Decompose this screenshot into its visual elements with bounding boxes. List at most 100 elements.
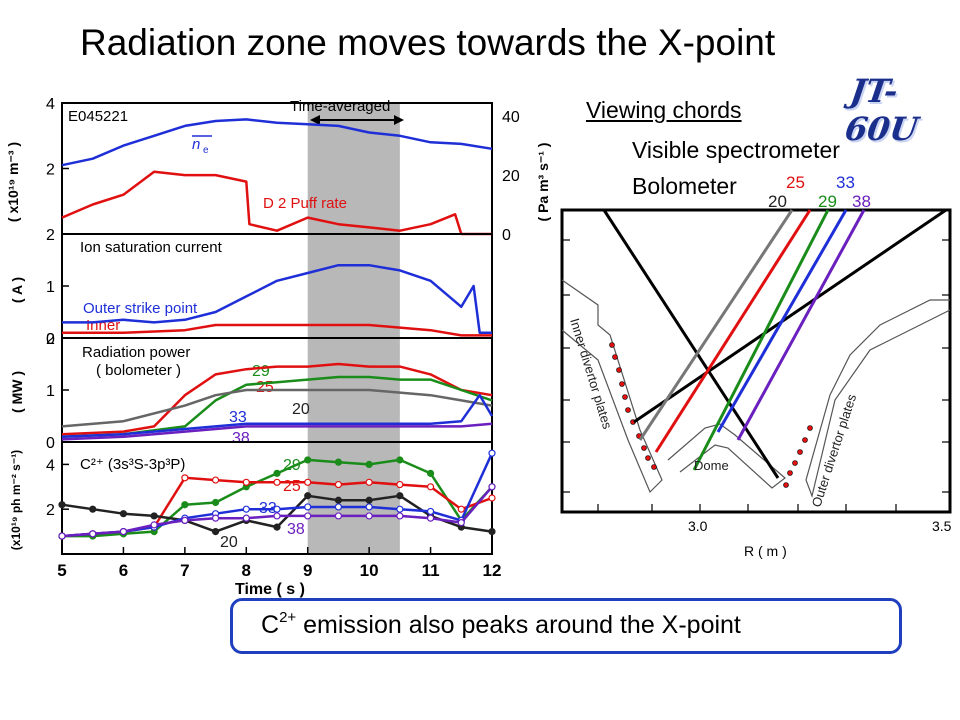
marker-c2_emission-0-5 (211, 498, 220, 507)
chord-38 (736, 209, 866, 441)
ion-sat-ylabel: ( A ) (9, 277, 25, 303)
marker-c2_emission-4-6 (242, 514, 250, 522)
chord-29 (692, 209, 830, 471)
inner-divertor-plates (561, 279, 663, 494)
marker-c2_emission-3-11 (396, 505, 404, 513)
ytick-label-ion_saturation-2: 2 (46, 227, 55, 244)
viewing-chords-title: Viewing chords (586, 97, 742, 123)
series-radiation_power-3 (61, 393, 494, 439)
marker-c2_emission-4-8 (304, 512, 312, 520)
marker-c2_emission-4-10 (365, 512, 373, 520)
series-ion_saturation-1 (62, 323, 492, 337)
marker-c2_emission-0-12 (426, 469, 435, 477)
marker-c2_emission-3-6 (242, 505, 250, 513)
chord-label-33: 33 (836, 173, 855, 192)
series-radiation_power-2 (61, 388, 493, 428)
marker-c2_emission-4-2 (119, 527, 128, 536)
ytick-right-label-density-1: 20 (502, 168, 520, 185)
c2-label-38: 38 (287, 521, 305, 538)
r-tick-3-5: 3.5 (932, 518, 952, 534)
time-averaged-band (307, 103, 400, 554)
marker-c2_emission-4-9 (334, 512, 343, 520)
marker-c2_emission-2-2 (119, 510, 128, 518)
marker-c2_emission-1-8 (304, 478, 312, 486)
series-radiation_power-4 (61, 422, 493, 441)
marker-c2_emission-4-4 (181, 516, 189, 525)
xtick-label-4: 9 (303, 561, 312, 580)
ytick-label-c2_emission-0: 2 (46, 502, 55, 519)
ne-subscript: e (203, 145, 209, 156)
diagram-ticks (562, 239, 950, 512)
puff-rate-label: D 2 Puff rate (263, 195, 347, 212)
c2-ylabel: (x10¹⁹ ph m⁻² s⁻¹) (9, 450, 23, 550)
marker-c2_emission-3-12 (426, 507, 435, 516)
shot-number: E045221 (68, 108, 128, 125)
marker-c2_emission-2-7 (273, 523, 281, 531)
marker-c2_emission-3-10 (365, 503, 373, 511)
ne-label: n (192, 136, 200, 153)
dome-label: Dome (694, 458, 729, 473)
marker-c2_emission-0-8 (304, 456, 312, 464)
time-axis-label: Time ( s ) (235, 581, 305, 598)
c2-title: C²⁺ (3s³S-3p³P) (80, 456, 185, 473)
xtick-label-2: 7 (180, 561, 189, 580)
series-ion_saturation-0 (62, 263, 492, 335)
chord-label-38: 38 (852, 192, 871, 211)
marker-c2_emission-3-9 (334, 503, 343, 511)
c2-emission-callout: C2+ emission also peaks around the X-poi… (230, 598, 902, 654)
marker-c2_emission-2-11 (396, 492, 404, 500)
marker-c2_emission-2-0 (58, 501, 66, 509)
marker-c2_emission-4-1 (89, 530, 97, 538)
marker-c2_emission-0-10 (365, 460, 373, 468)
marker-c2_emission-1-11 (396, 480, 404, 489)
chord-33 (716, 209, 848, 433)
marker-c2_emission-1-4 (181, 474, 189, 482)
rad-label-33: 33 (229, 409, 247, 426)
marker-c2_emission-2-14 (488, 527, 496, 536)
marker-c2_emission-4-14 (488, 483, 496, 491)
callout-superscript: 2+ (279, 609, 297, 626)
marker-c2_emission-0-9 (334, 458, 343, 466)
marker-c2_emission-1-5 (211, 476, 220, 484)
marker-c2_emission-0-7 (273, 469, 281, 477)
outer-strike-label: Outer strike point (83, 300, 198, 317)
marker-c2_emission-4-3 (150, 521, 158, 529)
marker-c2_emission-2-3 (150, 512, 158, 520)
marker-c2_emission-1-6 (242, 478, 250, 486)
outer-divertor-plates (805, 299, 951, 499)
visible-spectrometer-label: Visible spectrometer (632, 137, 840, 163)
outer-probe-dots (783, 425, 813, 488)
bolometer-chord-shallow (633, 208, 947, 424)
ytick-right-label-density-0: 0 (502, 227, 511, 244)
chord-label-20: 20 (768, 192, 787, 211)
marker-c2_emission-2-9 (334, 496, 343, 504)
radiation-title: Radiation power (82, 344, 190, 361)
callout-prefix: C (261, 611, 280, 639)
ytick-label-ion_saturation-0: 0 (46, 331, 55, 348)
xtick-label-5: 10 (360, 561, 379, 580)
series-radiation_power-1 (61, 375, 493, 439)
ytick-label-density-0: 2 (46, 162, 55, 179)
series-density-1 (61, 170, 492, 236)
marker-c2_emission-2-8 (304, 492, 312, 500)
chord-20 (638, 209, 794, 441)
callout-text: emission also peaks around the X-point (296, 611, 741, 639)
ytick-label-radiation_power-0: 0 (46, 435, 55, 452)
marker-c2_emission-1-10 (365, 478, 373, 486)
ytick-right-label-density-2: 40 (502, 109, 520, 126)
marker-c2_emission-3-7 (273, 505, 281, 513)
diagram-frame (560, 208, 952, 514)
marker-c2_emission-0-11 (396, 456, 404, 464)
marker-c2_emission-4-7 (273, 512, 281, 520)
ytick-label-density-1: 4 (46, 96, 55, 113)
puff-ylabel: ( Pa m³ s⁻¹ ) (535, 143, 551, 222)
chord-25 (654, 209, 812, 453)
marker-c2_emission-2-1 (89, 505, 97, 513)
ytick-label-radiation_power-2: 2 (46, 331, 55, 348)
density-ylabel: ( x10¹⁹ m⁻³ ) (5, 142, 21, 222)
marker-c2_emission-0-4 (181, 501, 189, 509)
marker-c2_emission-2-10 (365, 496, 373, 504)
r-axis-label: R ( m ) (744, 543, 787, 559)
arrow-right-icon (394, 115, 404, 125)
